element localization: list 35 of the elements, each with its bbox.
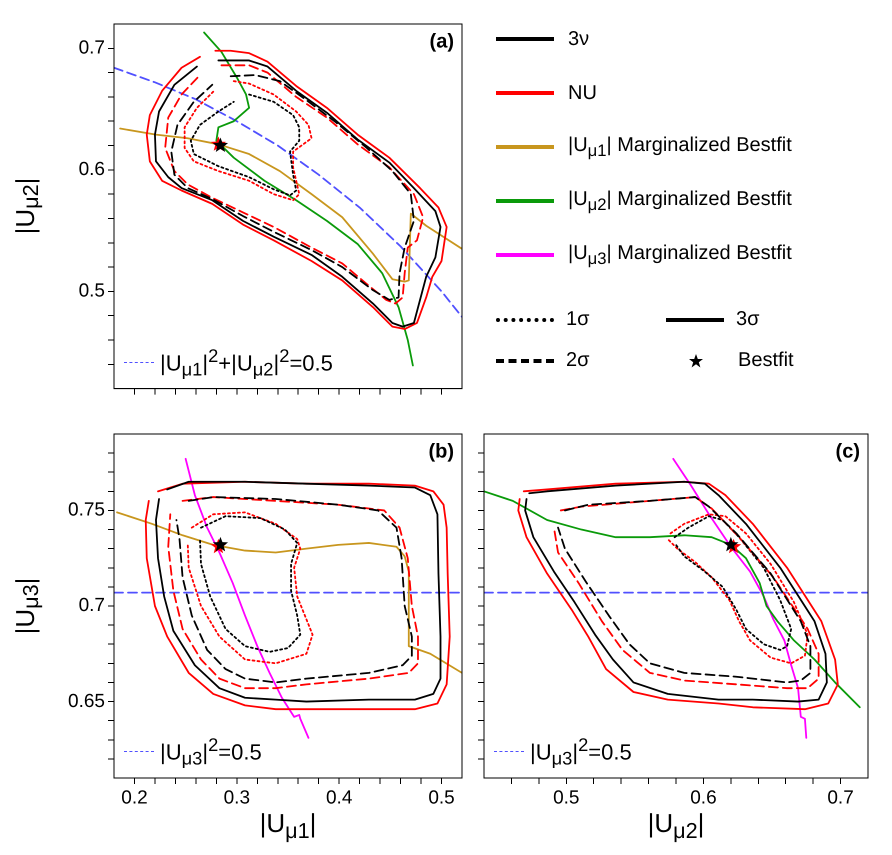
x-tick-label: 0.5 xyxy=(553,788,580,809)
line-series xyxy=(199,515,302,653)
y-tick-label: 0.7 xyxy=(78,38,105,59)
x-tick-label: 0.3 xyxy=(224,788,250,809)
y-tick-label: 0.65 xyxy=(68,690,105,712)
x-tick-label: 0.6 xyxy=(690,788,717,809)
x-axis-title: |U$_{μ1}$| xyxy=(260,808,316,844)
y-tick-label: 0.6 xyxy=(78,159,105,180)
chart-title: (b) xyxy=(428,440,454,463)
x-tick-label: 0.7 xyxy=(827,788,854,809)
x-tick-label: 0.2 xyxy=(121,788,148,809)
y-tick-label: 0.5 xyxy=(78,280,105,302)
text: Bestfit xyxy=(738,349,794,372)
x-tick-label: 0.4 xyxy=(326,788,353,809)
legend-label: |U$_{μ2}$| Marginalized Bestfit xyxy=(568,188,792,214)
legend-label: 3ν xyxy=(568,28,590,50)
legend-label: |U$_{μ3}$| Marginalized Bestfit xyxy=(568,242,792,268)
line-series xyxy=(186,511,314,664)
legend-label: NU xyxy=(568,82,597,104)
annotation: |U$_{μ3}$|$^{2}$=0.5 xyxy=(530,734,632,770)
text: 3σ xyxy=(736,308,760,331)
legend-label: |U$_{μ1}$| Marginalized Bestfit xyxy=(568,134,792,160)
chart-title: (c) xyxy=(836,440,860,463)
line-series xyxy=(184,80,312,202)
y-tick-label: 0.75 xyxy=(68,500,105,521)
x-axis-title: |U$_{μ2}$| xyxy=(648,808,704,844)
line-series xyxy=(114,66,462,318)
x-tick-label: 0.5 xyxy=(428,788,455,809)
text: 2σ xyxy=(566,349,590,372)
annotation: |U$_{μ3}$|$^{2}$=0.5 xyxy=(160,734,262,770)
chart-title: (a) xyxy=(430,30,454,53)
y-tick-label: 0.7 xyxy=(78,595,105,616)
text: 1σ xyxy=(566,308,590,331)
text: |U$_{μ1}$|$^{2}$+|U$_{μ2}$|$^{2}$=0.5 xyxy=(160,344,333,380)
line-series xyxy=(190,94,300,196)
